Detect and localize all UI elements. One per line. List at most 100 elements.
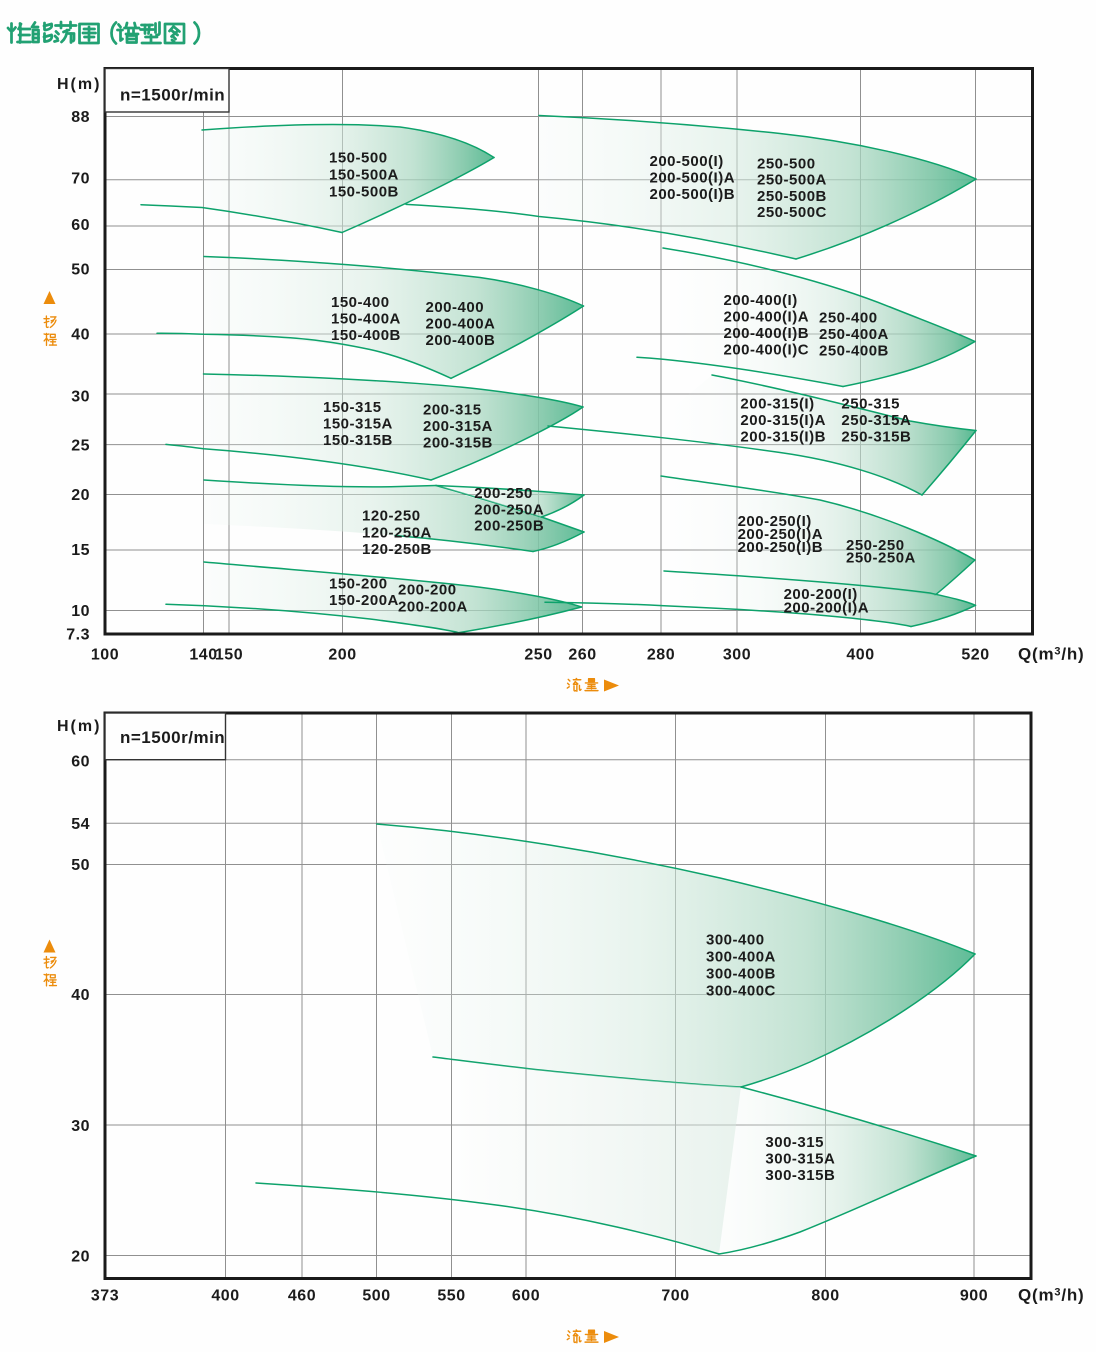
- svg-text:400: 400: [211, 1288, 239, 1305]
- svg-text:25: 25: [71, 437, 90, 454]
- svg-text:150: 150: [215, 647, 243, 664]
- svg-text:200-200(I)A: 200-200(I)A: [784, 600, 870, 617]
- svg-text:150-500B: 150-500B: [329, 183, 399, 200]
- svg-text:150-500A: 150-500A: [329, 166, 399, 183]
- svg-text:300-315B: 300-315B: [765, 1167, 835, 1184]
- svg-text:200-400(I): 200-400(I): [724, 292, 798, 309]
- svg-text:30: 30: [71, 388, 90, 405]
- svg-text:250-500B: 250-500B: [757, 188, 827, 205]
- svg-text:200-400(I)B: 200-400(I)B: [724, 325, 810, 342]
- svg-text:250-500: 250-500: [757, 155, 816, 172]
- svg-text:200-315(I): 200-315(I): [740, 396, 814, 413]
- svg-text:50: 50: [71, 857, 90, 874]
- svg-text:250-500C: 250-500C: [757, 204, 827, 221]
- svg-text:n=1500r/min: n=1500r/min: [120, 728, 225, 747]
- svg-text:150-500: 150-500: [329, 149, 388, 166]
- svg-text:300-400A: 300-400A: [706, 948, 776, 965]
- svg-text:250-400A: 250-400A: [819, 326, 889, 343]
- svg-text:150-400A: 150-400A: [331, 310, 401, 327]
- svg-text:150-315: 150-315: [323, 399, 382, 416]
- svg-text:200-250(I): 200-250(I): [738, 513, 812, 530]
- svg-text:200: 200: [328, 647, 356, 664]
- svg-text:250-500A: 250-500A: [757, 172, 827, 189]
- svg-text:200-250B: 200-250B: [474, 518, 544, 535]
- svg-text:200-500(I): 200-500(I): [650, 153, 724, 170]
- svg-text:250-315A: 250-315A: [841, 412, 911, 429]
- svg-text:88: 88: [71, 109, 90, 126]
- svg-text:300-400B: 300-400B: [706, 965, 776, 982]
- svg-text:20: 20: [71, 487, 90, 504]
- svg-text:150-315B: 150-315B: [323, 432, 393, 449]
- svg-text:300-315: 300-315: [765, 1134, 824, 1151]
- svg-text:10: 10: [71, 603, 90, 620]
- svg-text:150-200: 150-200: [329, 575, 388, 592]
- svg-text:200-315B: 200-315B: [423, 435, 493, 452]
- svg-text:200-250(I)B: 200-250(I)B: [738, 539, 824, 556]
- svg-text:140: 140: [189, 647, 217, 664]
- svg-text:200-315(I)A: 200-315(I)A: [740, 412, 826, 429]
- svg-text:40: 40: [71, 327, 90, 344]
- svg-text:150-400B: 150-400B: [331, 327, 401, 344]
- svg-text:60: 60: [71, 754, 90, 771]
- svg-text:30: 30: [71, 1118, 90, 1135]
- svg-text:250-315B: 250-315B: [841, 429, 911, 446]
- svg-text:300-400: 300-400: [706, 931, 765, 948]
- svg-text:54: 54: [71, 816, 90, 833]
- svg-text:200-315(I)B: 200-315(I)B: [740, 429, 826, 446]
- svg-text:200-250A: 200-250A: [474, 501, 544, 518]
- svg-text:200-250: 200-250: [474, 485, 533, 502]
- svg-text:300-315A: 300-315A: [765, 1150, 835, 1167]
- svg-text:150-200A: 150-200A: [329, 592, 399, 609]
- svg-text:520: 520: [961, 647, 989, 664]
- svg-text:460: 460: [288, 1288, 316, 1305]
- svg-text:260: 260: [568, 647, 596, 664]
- svg-text:120-250B: 120-250B: [362, 541, 432, 558]
- svg-text:800: 800: [811, 1288, 839, 1305]
- svg-text:200-500(I)A: 200-500(I)A: [650, 169, 736, 186]
- svg-text:200-400: 200-400: [426, 299, 485, 316]
- svg-text:H(m): H(m): [57, 76, 101, 93]
- svg-text:500: 500: [362, 1288, 390, 1305]
- svg-text:250-400B: 250-400B: [819, 342, 889, 359]
- svg-text:400: 400: [846, 647, 874, 664]
- svg-text:150-315A: 150-315A: [323, 416, 393, 433]
- svg-text:60: 60: [71, 217, 90, 234]
- svg-text:n=1500r/min: n=1500r/min: [120, 86, 225, 105]
- svg-text:600: 600: [512, 1288, 540, 1305]
- svg-text:200-200(I): 200-200(I): [784, 586, 858, 603]
- svg-text:20: 20: [71, 1249, 90, 1266]
- svg-text:280: 280: [647, 647, 675, 664]
- svg-text:200-315: 200-315: [423, 402, 482, 419]
- svg-text:H(m): H(m): [57, 718, 101, 735]
- svg-text:15: 15: [71, 542, 90, 559]
- svg-text:200-400A: 200-400A: [426, 315, 496, 332]
- svg-text:200-400(I)A: 200-400(I)A: [724, 308, 810, 325]
- svg-text:900: 900: [960, 1288, 988, 1305]
- svg-text:70: 70: [71, 170, 90, 187]
- svg-text:200-400(I)C: 200-400(I)C: [724, 341, 810, 358]
- svg-text:300-400C: 300-400C: [706, 982, 776, 999]
- svg-text:100: 100: [91, 647, 119, 664]
- svg-text:250-250A: 250-250A: [846, 550, 916, 567]
- svg-text:200-500(I)B: 200-500(I)B: [650, 186, 736, 203]
- svg-text:250-315: 250-315: [841, 396, 900, 413]
- svg-text:50: 50: [71, 262, 90, 279]
- svg-text:200-200A: 200-200A: [398, 598, 468, 615]
- svg-text:250-250: 250-250: [846, 537, 905, 554]
- svg-text:200-200: 200-200: [398, 581, 457, 598]
- svg-text:700: 700: [661, 1288, 689, 1305]
- svg-text:Q(m3/h): Q(m3/h): [1018, 1286, 1085, 1305]
- svg-text:7.3: 7.3: [66, 627, 90, 644]
- svg-text:373: 373: [91, 1288, 119, 1305]
- svg-text:550: 550: [437, 1288, 465, 1305]
- svg-text:200-400B: 200-400B: [426, 332, 496, 349]
- svg-text:Q(m3/h): Q(m3/h): [1018, 645, 1085, 664]
- svg-text:250: 250: [524, 647, 552, 664]
- svg-text:40: 40: [71, 987, 90, 1004]
- svg-text:120-250A: 120-250A: [362, 524, 432, 541]
- svg-text:250-400: 250-400: [819, 309, 878, 326]
- svg-text:200-315A: 200-315A: [423, 418, 493, 435]
- svg-text:200-250(I)A: 200-250(I)A: [738, 526, 824, 543]
- svg-text:300: 300: [723, 647, 751, 664]
- svg-text:120-250: 120-250: [362, 507, 421, 524]
